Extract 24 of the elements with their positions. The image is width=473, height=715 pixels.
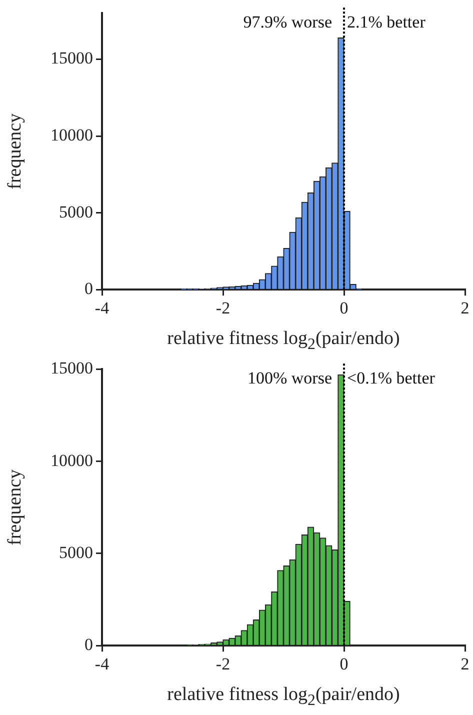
x-tick-label: 2 bbox=[460, 654, 470, 674]
x-tick-label: 0 bbox=[340, 654, 348, 674]
x-tick-label: 0 bbox=[340, 298, 348, 318]
x-axis-title: relative fitness log$_{2}$(pair/endo) bbox=[166, 683, 401, 711]
y-tick-label: 0 bbox=[84, 635, 93, 654]
annotation: 97.9% worse bbox=[243, 12, 332, 32]
x-axis-title: relative fitness log$_{2}$(pair/endo) bbox=[166, 327, 401, 355]
annotation: 2.1% better bbox=[347, 12, 426, 32]
y-tick-label: 5000 bbox=[59, 542, 93, 562]
y-tick-label: 15000 bbox=[50, 358, 93, 378]
x-tick-label: 2 bbox=[460, 298, 470, 318]
y-tick-label: 10000 bbox=[50, 126, 93, 145]
x-tick-label: -4 bbox=[94, 298, 110, 318]
y-tick-label: 10000 bbox=[50, 450, 93, 470]
y-tick-label: 0 bbox=[84, 279, 93, 298]
annotation: <0.1% better bbox=[347, 368, 436, 388]
x-tick-label: -2 bbox=[216, 298, 230, 318]
y-axis-title: frequency bbox=[4, 468, 26, 546]
y-tick-label: 5000 bbox=[59, 202, 93, 222]
annotation: 100% worse bbox=[247, 368, 332, 388]
y-tick-label: 15000 bbox=[50, 48, 93, 68]
y-axis-title: frequency bbox=[4, 112, 26, 190]
x-tick-label: -4 bbox=[94, 654, 110, 674]
x-tick-label: -2 bbox=[216, 654, 230, 674]
